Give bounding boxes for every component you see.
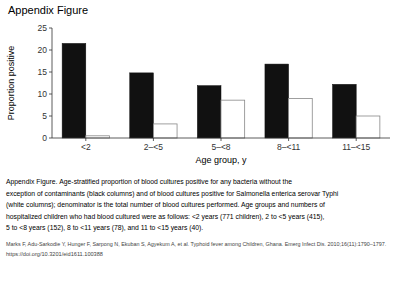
title: Appendix Figure <box>8 4 88 16</box>
bar <box>221 100 245 138</box>
y-tick-label: 25 <box>38 23 48 33</box>
bar <box>197 86 221 138</box>
x-tick-label: 5–<8 <box>211 142 230 152</box>
x-tick-label: 11–<15 <box>342 142 370 152</box>
y-tick <box>49 50 52 51</box>
y-axis-label: Proportion positive <box>6 46 16 121</box>
x-tick <box>221 138 222 141</box>
reference: Marks F, Adu-Sarkodie Y, Hunger F, Sarpo… <box>6 241 386 247</box>
y-tick <box>49 72 52 73</box>
bar <box>356 116 380 138</box>
x-axis-label: Age group, y <box>195 155 247 165</box>
x-tick-label: <2 <box>81 142 91 152</box>
caption: Appendix Figure. Age-stratified proporti… <box>6 178 292 186</box>
y-tick <box>49 138 52 139</box>
caption: hospitalized children who had blood cult… <box>6 213 325 221</box>
bar <box>265 64 289 138</box>
bar <box>62 43 86 138</box>
x-tick <box>85 138 86 141</box>
caption: (white columns); denominator is the tota… <box>6 201 325 209</box>
y-tick-label: 20 <box>38 45 48 55</box>
x-tick <box>288 138 289 141</box>
bar <box>153 124 177 138</box>
y-tick-label: 10 <box>38 89 48 99</box>
bar <box>130 73 154 138</box>
y-tick <box>49 116 52 117</box>
x-tick-label: 2–<5 <box>144 142 163 152</box>
y-tick <box>49 28 52 29</box>
caption: 5 to <8 years (152), 8 to <11 years (78)… <box>6 224 203 232</box>
x-tick-label: 8–<11 <box>277 142 301 152</box>
y-axis <box>52 28 53 138</box>
caption: exception of contaminants (black columns… <box>6 190 339 198</box>
chart: Appendix Figure 0 5 10 15 20 25 <2 2–<5 5–<8 8–<11… <box>0 0 400 300</box>
bar <box>333 84 357 138</box>
y-tick-label: 0 <box>42 133 47 143</box>
x-tick <box>356 138 357 141</box>
y-tick-label: 5 <box>42 111 47 121</box>
reference: https://doi.org/10.3201/eid1611.100388 <box>6 251 103 257</box>
y-tick-label: 15 <box>38 67 48 77</box>
x-tick <box>153 138 154 141</box>
y-tick <box>49 94 52 95</box>
bar <box>289 98 313 138</box>
